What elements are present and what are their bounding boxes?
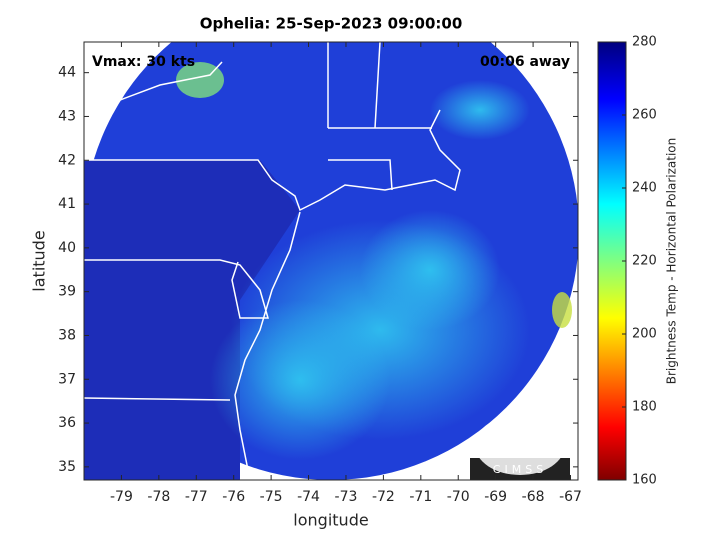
cloud-band — [430, 80, 530, 140]
cloud-band — [360, 210, 500, 330]
y-tick-label: 36 — [58, 415, 76, 431]
land-area — [84, 160, 300, 480]
y-tick-label: 44 — [58, 65, 76, 81]
x-tick-label: -74 — [297, 489, 320, 505]
colorbar-tick-label: 260 — [632, 108, 657, 123]
satellite-swath: CIMSS — [84, 42, 578, 480]
plot-frame — [83, 41, 579, 481]
x-tick-label: -78 — [147, 489, 170, 505]
warm-spot — [176, 62, 224, 98]
y-tick-label: 39 — [58, 284, 76, 300]
x-tick-label: -79 — [110, 489, 133, 505]
logo-text: CIMSS — [493, 463, 547, 476]
x-tick-label: -70 — [447, 489, 470, 505]
y-tick-label: 43 — [58, 108, 76, 124]
x-axis-label: longitude — [293, 511, 368, 530]
colorbar-tick-label: 240 — [632, 181, 657, 196]
colorbar-tick-label: 200 — [632, 327, 657, 342]
colorbar-tick-label: 220 — [632, 254, 657, 269]
coastlines — [84, 42, 461, 480]
y-tick-label: 35 — [58, 459, 76, 475]
y-tick-label: 40 — [58, 240, 76, 256]
y-tick-label: 38 — [58, 327, 76, 343]
colorbar-label: Brightness Temp - Horizontal Polarizatio… — [665, 138, 679, 385]
colorbar-tick-label: 180 — [632, 400, 657, 415]
x-tick-label: -68 — [522, 489, 545, 505]
colorbar — [597, 41, 627, 481]
x-tick-label: -73 — [335, 489, 358, 505]
y-tick-label: 37 — [58, 371, 76, 387]
cloud-band — [210, 300, 390, 460]
colorbar-tick-label: 160 — [632, 473, 657, 488]
colorbar-tick-label: 280 — [632, 35, 657, 50]
x-tick-label: -75 — [260, 489, 283, 505]
map-title: Ophelia: 25-Sep-2023 09:00:00 — [200, 15, 463, 33]
x-tick-label: -67 — [559, 489, 582, 505]
y-axis-label: latitude — [30, 230, 49, 291]
y-tick-label: 42 — [58, 152, 76, 168]
x-tick-label: -76 — [222, 489, 245, 505]
warm-spot — [552, 292, 572, 328]
x-tick-label: -69 — [484, 489, 507, 505]
y-tick-label: 41 — [58, 196, 76, 212]
x-tick-label: -72 — [372, 489, 395, 505]
x-tick-label: -71 — [409, 489, 432, 505]
time-away-label: 00:06 away — [480, 54, 570, 70]
vmax-label: Vmax: 30 kts — [92, 54, 195, 70]
x-tick-label: -77 — [185, 489, 208, 505]
cimss-logo: CIMSS — [470, 415, 570, 480]
